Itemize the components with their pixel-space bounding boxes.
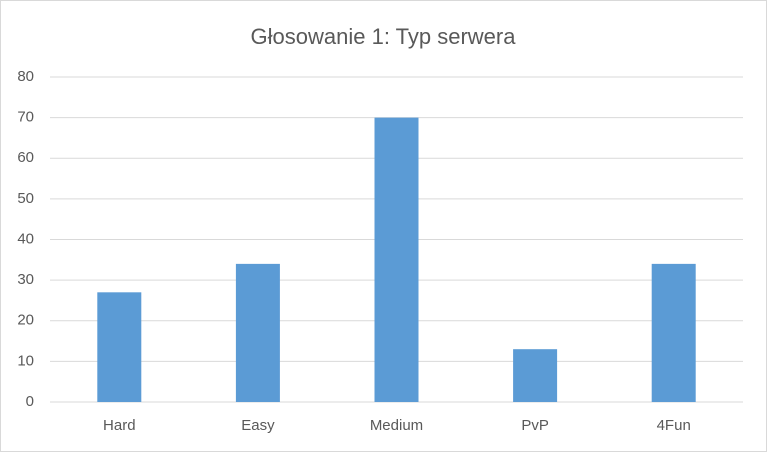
x-tick-label: 4Fun [657,417,691,434]
y-tick-label: 40 [17,230,34,247]
y-tick-label: 70 [17,109,34,126]
y-tick-label: 60 [17,149,34,166]
y-tick-label: 30 [17,271,34,288]
x-tick-label: PvP [521,417,549,434]
bar [513,349,558,402]
x-tick-label: Easy [241,417,275,434]
chart-title: Głosowanie 1: Typ serwera [251,24,517,49]
x-tick-label: Hard [103,417,136,434]
y-tick-label: 80 [17,68,34,85]
x-tick-label: Medium [370,417,423,434]
y-tick-label: 10 [17,352,34,369]
bar [235,263,280,402]
bar [374,117,419,402]
y-tick-label: 0 [26,393,34,410]
y-tick-label: 50 [17,190,34,207]
bar [97,292,142,402]
y-tick-label: 20 [17,312,34,329]
bar [651,263,696,402]
